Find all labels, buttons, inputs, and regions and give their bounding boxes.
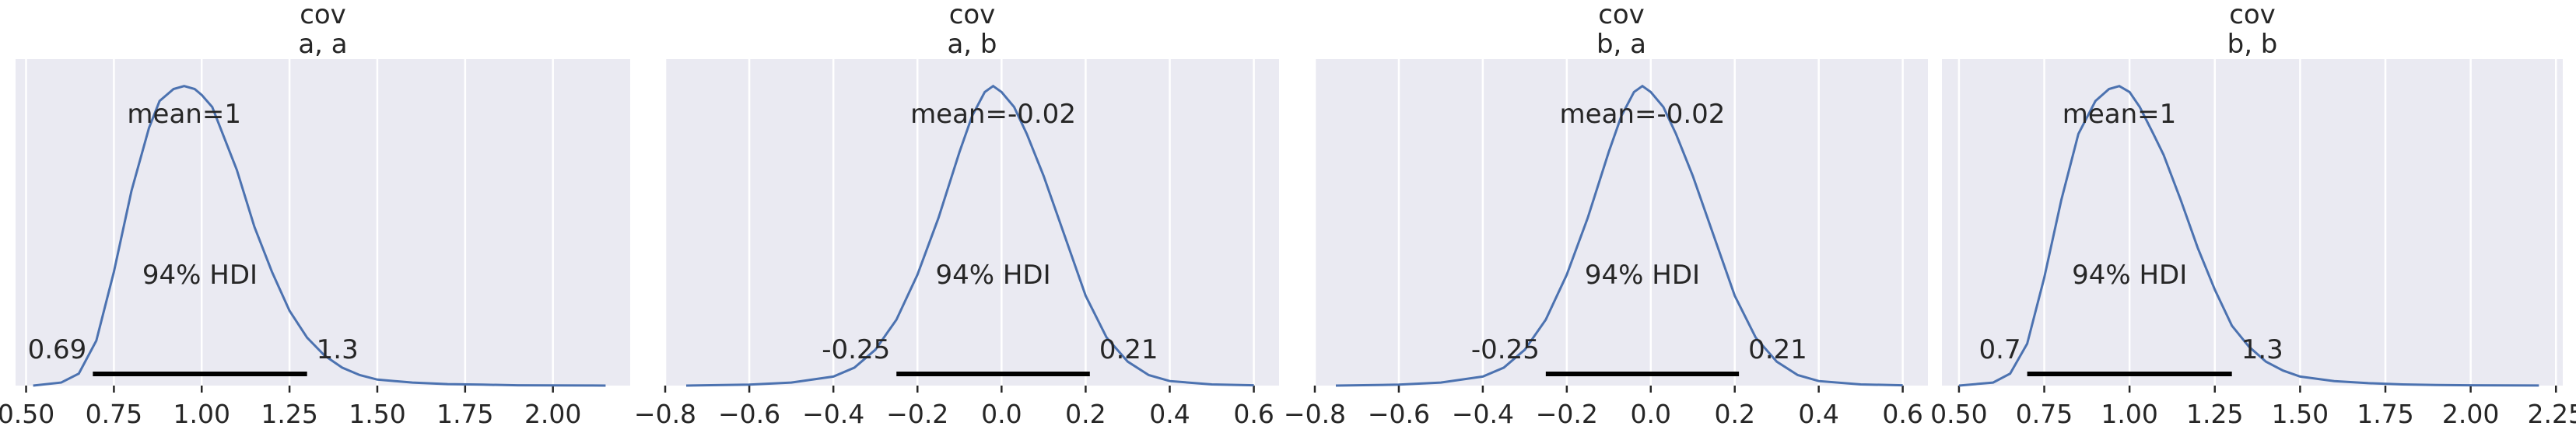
x-tick-label: 0.4	[1149, 399, 1190, 429]
density-curve	[1335, 84, 1903, 387]
hdi-label: 94% HDI	[1585, 260, 1700, 291]
x-tick-label: 0.6	[1882, 399, 1922, 429]
x-tick-label: 0.75	[2016, 399, 2073, 429]
x-tick-label: 2.25	[2527, 399, 2576, 429]
hdi-label: 94% HDI	[2072, 260, 2187, 291]
mean-label: mean=1	[127, 99, 241, 130]
x-tick-label: 0.0	[1631, 399, 1671, 429]
x-tick-label: 0.0	[981, 399, 1022, 429]
x-tick-label: −0.4	[802, 399, 864, 429]
x-tick-label: −0.2	[1536, 399, 1598, 429]
plot-area	[1942, 59, 2563, 386]
mean-label: mean=-0.02	[910, 99, 1076, 130]
x-tick-label: 1.00	[173, 399, 230, 429]
subplot-title-line-1: cov	[1598, 0, 1645, 30]
x-tick-label: 1.75	[2357, 399, 2413, 429]
x-tick-label: 0.2	[1065, 399, 1106, 429]
subplot-title-line-1: cov	[300, 0, 346, 30]
x-tick-label: 0.75	[86, 399, 142, 429]
subplot-title-line-2: a, a	[298, 29, 347, 60]
hdi-lower-label: 0.7	[1979, 334, 2021, 365]
subplot-title-line-1: cov	[2229, 0, 2276, 30]
x-tick-label: −0.2	[886, 399, 948, 429]
x-tick-label: 1.25	[2186, 399, 2243, 429]
hdi-lower-label: 0.69	[28, 334, 87, 365]
density-curve	[33, 85, 606, 387]
hdi-upper-label: 1.3	[2241, 334, 2283, 365]
x-tick-label: 0.2	[1714, 399, 1754, 429]
plot-area	[16, 59, 630, 386]
hdi-label: 94% HDI	[142, 260, 258, 291]
subplot-title-line-1: cov	[949, 0, 996, 30]
x-tick-label: 1.25	[261, 399, 317, 429]
x-tick-label: 0.6	[1233, 399, 1274, 429]
x-tick-label: 1.50	[349, 399, 405, 429]
x-tick-label: −0.4	[1452, 399, 1514, 429]
x-tick-label: 1.75	[436, 399, 493, 429]
x-tick-label: 1.50	[2272, 399, 2329, 429]
density-curve	[1958, 85, 2539, 387]
x-tick-label: 0.4	[1798, 399, 1838, 429]
mean-label: mean=-0.02	[1560, 99, 1726, 130]
hdi-lower-label: -0.25	[1471, 334, 1540, 365]
subplot-title-line-2: b, b	[2227, 29, 2278, 60]
x-tick-label: −0.6	[1368, 399, 1430, 429]
x-tick-label: 1.00	[2101, 399, 2157, 429]
x-tick-label: 0.50	[0, 399, 54, 429]
hdi-upper-label: 0.21	[1099, 334, 1158, 365]
mean-label: mean=1	[2063, 99, 2177, 130]
hdi-upper-label: 0.21	[1748, 334, 1807, 365]
subplot-title-line-2: b, a	[1596, 29, 1646, 60]
density-curve	[685, 84, 1254, 387]
subplot-title-line-2: a, b	[947, 29, 997, 60]
hdi-upper-label: 1.3	[317, 334, 359, 365]
hdi-label: 94% HDI	[935, 260, 1050, 291]
x-tick-label: 2.00	[2442, 399, 2499, 429]
x-tick-label: −0.8	[1284, 399, 1346, 429]
x-tick-label: −0.8	[634, 399, 696, 429]
x-tick-label: −0.6	[718, 399, 780, 429]
hdi-lower-label: -0.25	[822, 334, 890, 365]
x-tick-label: 2.00	[524, 399, 581, 429]
x-tick-label: 0.50	[1930, 399, 1987, 429]
